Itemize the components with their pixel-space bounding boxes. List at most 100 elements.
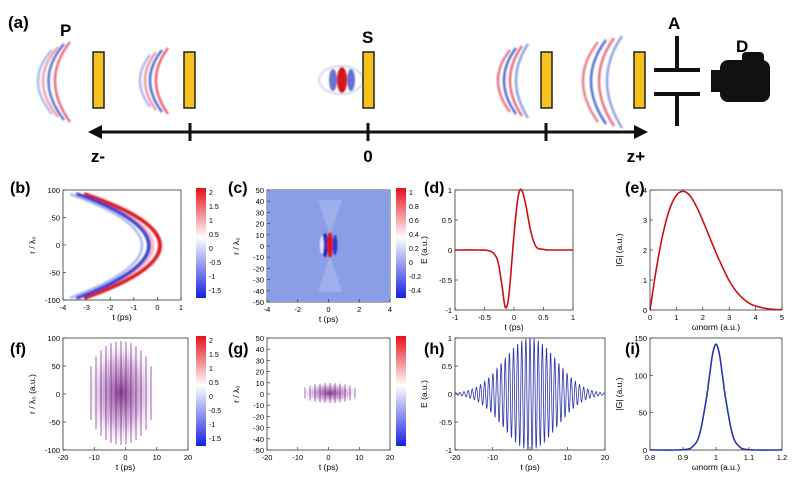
panel-h-ytick: 0 [448, 390, 452, 399]
panel-h-series-line [454, 337, 606, 450]
panel-c-ytick: -20 [253, 264, 264, 273]
panel-e-xtick: 1 [674, 313, 678, 322]
panel-f-ytick: 100 [47, 334, 60, 343]
panel-label-a: (a) [8, 13, 29, 32]
panel-h-ylabel: E (a.u.) [419, 380, 429, 408]
panel-c-xtick: -4 [264, 305, 271, 314]
panel-c-image [267, 190, 390, 302]
wavefront-right-2 [581, 35, 624, 129]
panel-b-xlabel: t (ps) [112, 312, 132, 322]
panel-label-d: (d) [424, 180, 444, 197]
panel-c-ytick: 10 [256, 231, 264, 240]
colorbar-f-tick: 0 [209, 394, 213, 401]
panel-g-ytick: 40 [256, 345, 264, 354]
colorbar-b-tick: 1 [209, 218, 213, 225]
colorbar-c-tick: 0.4 [409, 232, 419, 239]
panel-e-xtick: 0 [648, 313, 652, 322]
detector-icon [711, 52, 770, 102]
panel-i-xtick: 0.8 [645, 453, 655, 462]
panel-f-ytick: -50 [49, 418, 60, 427]
panel-c-xtick: 2 [357, 305, 361, 314]
panel-f-xtick: -10 [89, 453, 100, 462]
panel-i-ylabel: |G| (a.u.) [614, 377, 624, 410]
panel-h-xtick: 20 [601, 453, 609, 462]
wavefront-right-1 [496, 43, 530, 119]
plate-1 [92, 51, 105, 109]
schematic: (a) P S A D [8, 13, 770, 166]
panel-g-ytick: -30 [253, 424, 264, 433]
panel-d-ytick: 1 [448, 186, 452, 195]
panel-g-ytick: 0 [260, 390, 264, 399]
source-label: P [60, 21, 71, 40]
panel-c-xtick: 0 [326, 305, 330, 314]
colorbar-f-tick: -0.5 [209, 408, 221, 415]
panel-g-ytick: 20 [256, 368, 264, 377]
panel-label-h: (h) [424, 341, 444, 358]
axis-label-zplus: z+ [627, 147, 646, 166]
panel-e-ytick: 1 [643, 276, 647, 285]
panel-b-xtick: -3 [83, 303, 90, 312]
panel-c-ytick: -40 [253, 287, 264, 296]
panel-h-ytick: -1 [445, 446, 452, 455]
colorbar-c-tick: 0.6 [409, 218, 419, 225]
panel-d-xtick: 1 [571, 313, 575, 322]
panel-c-ytick: -30 [253, 276, 264, 285]
panel-c-ytick: 50 [256, 186, 264, 195]
colorbar-b-tick: 2 [209, 190, 213, 197]
panel-h-xtick: 0 [528, 453, 532, 462]
panel-f-xtick: -20 [58, 453, 69, 462]
panel-f-ytick: 0 [56, 390, 60, 399]
colorbar-f-tick: -1.5 [209, 436, 221, 443]
panel-h-ytick: 1 [448, 334, 452, 343]
sample-label: S [362, 28, 373, 47]
panel-f-ylabel: r / λ₀ (a.u.) [27, 374, 37, 414]
panel-c-ytick: 0 [260, 242, 264, 251]
plate-3 [540, 51, 553, 109]
panel-e-xtick: 4 [754, 313, 758, 322]
plate-2 [183, 51, 196, 109]
panel-label-e: (e) [625, 180, 645, 197]
colorbar-c-tick: -0.2 [409, 274, 421, 281]
panel-g-ytick: 30 [256, 356, 264, 365]
panel-h-ytick: 0.5 [442, 362, 452, 371]
panel-d-xlabel: t (ps) [504, 322, 524, 332]
panel-i-ytick: 100 [634, 371, 647, 380]
detector-label: D [736, 37, 748, 56]
panel-e-xtick: 5 [780, 313, 784, 322]
panel-g-ytick: -20 [253, 412, 264, 421]
colorbar-c-tick: 0.2 [409, 246, 419, 253]
panel-h-ytick: -0.5 [439, 418, 452, 427]
panel-b-xtick: 0 [155, 303, 159, 312]
colorbar-g [396, 336, 406, 446]
panel-g-ytick: -10 [253, 401, 264, 410]
colorbar-b-tick: -1 [209, 274, 215, 281]
panel-h-xtick: 10 [563, 453, 571, 462]
panel-i-xtick: 1.1 [744, 453, 754, 462]
panel-c-xlabel: t (ps) [319, 314, 339, 324]
panel-c-ytick: -10 [253, 253, 264, 262]
panel-c-ylabel: r / λ₀ [231, 237, 241, 255]
colorbar-c [396, 188, 406, 298]
panel-g-ylabel: r / λ₀ [231, 385, 241, 403]
colorbar-b [196, 188, 206, 298]
panel-e-ylabel: |G| (a.u.) [614, 233, 624, 266]
panel-i-ytick: 50 [639, 409, 647, 418]
panel-g-xtick: 0 [326, 453, 330, 462]
panel-i-xtick: 1.2 [777, 453, 787, 462]
colorbar-b-tick: 1.5 [209, 204, 219, 211]
panel-b-ytick: 50 [52, 214, 60, 223]
colorbar-f-tick: -1 [209, 422, 215, 429]
panel-h-xtick: -10 [487, 453, 498, 462]
colorbar-f [196, 336, 206, 446]
aperture [654, 36, 700, 126]
panel-label-c: (c) [228, 180, 248, 197]
panel-f-xtick: 10 [153, 453, 161, 462]
panel-c-ytick: 20 [256, 220, 264, 229]
panel-d-series-line [455, 188, 573, 309]
panel-c-xtick: -2 [294, 305, 301, 314]
panel-c-xtick: 4 [388, 305, 392, 314]
panel-g-xtick: 10 [355, 453, 363, 462]
panel-d-xtick: -0.5 [478, 313, 491, 322]
panel-c-ytick: 30 [256, 208, 264, 217]
